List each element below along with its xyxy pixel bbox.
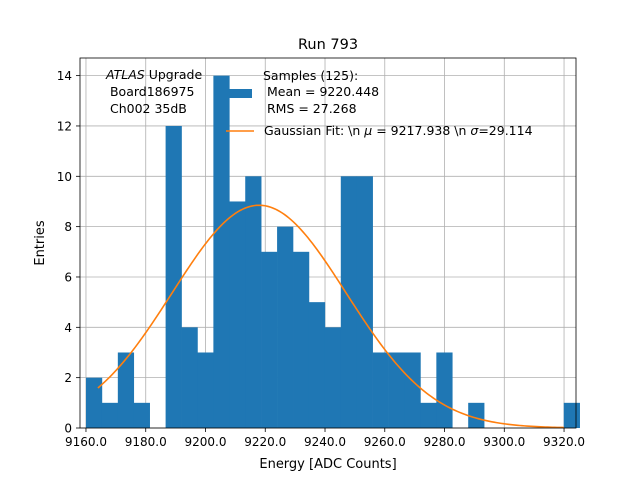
y-tick-label: 12 bbox=[57, 119, 72, 133]
annotation-line-3: Ch002 35dB bbox=[106, 101, 187, 116]
histogram-bar bbox=[117, 352, 135, 428]
histogram-bar bbox=[293, 251, 310, 428]
histogram-bar bbox=[372, 352, 389, 428]
legend-hist-line-2: Mean = 9220.448 bbox=[263, 84, 379, 99]
legend-hist-line-1: Samples (125): bbox=[263, 68, 358, 83]
histogram-bars bbox=[85, 75, 580, 429]
histogram-bar bbox=[436, 352, 453, 428]
y-tick-label: 6 bbox=[64, 270, 72, 284]
x-tick-label: 9220.0 bbox=[244, 435, 286, 449]
x-axis-label: Energy [ADC Counts] bbox=[259, 457, 396, 472]
histogram-bar bbox=[468, 402, 485, 428]
legend-hist-line-3: RMS = 27.268 bbox=[263, 101, 357, 116]
histogram-bar bbox=[404, 352, 421, 428]
histogram-bar bbox=[181, 327, 198, 428]
atlas-annotation: ATLAS Upgrade Board186975 Ch002 35dB bbox=[105, 67, 202, 116]
plot-frame bbox=[79, 57, 577, 429]
histogram-bar bbox=[85, 377, 103, 428]
histogram-bar bbox=[388, 352, 405, 428]
y-axis-ticks: 0 2 4 6 8 10 12 14 bbox=[57, 69, 80, 436]
histogram-bar bbox=[340, 176, 358, 428]
x-tick-label: 9320.0 bbox=[543, 435, 585, 449]
histogram-bar bbox=[245, 176, 262, 428]
histogram-bar bbox=[197, 352, 214, 428]
legend-histogram-swatch bbox=[226, 89, 252, 98]
annotation-line-2: Board186975 bbox=[106, 84, 194, 99]
x-tick-label: 9200.0 bbox=[184, 435, 226, 449]
chart-title: Run 793 bbox=[298, 37, 358, 53]
histogram-bar bbox=[563, 402, 580, 428]
y-tick-label: 2 bbox=[64, 371, 72, 385]
x-axis-ticks: 9160.0 9180.0 9200.0 9220.0 9240.0 9260.0 9280… bbox=[65, 428, 585, 449]
histogram-bar bbox=[356, 176, 373, 428]
x-tick-label: 9260.0 bbox=[364, 435, 406, 449]
x-tick-label: 9300.0 bbox=[483, 435, 525, 449]
y-tick-label: 0 bbox=[64, 422, 72, 436]
histogram-bar bbox=[101, 402, 119, 428]
y-tick-label: 14 bbox=[57, 69, 72, 83]
y-tick-label: 4 bbox=[64, 321, 72, 335]
histogram-bar bbox=[277, 226, 294, 428]
y-tick-label: 10 bbox=[57, 170, 72, 184]
histogram-bar bbox=[133, 402, 150, 428]
x-tick-label: 9160.0 bbox=[65, 435, 107, 449]
histogram-bar bbox=[261, 251, 278, 428]
gaussian-fit-curve bbox=[97, 204, 565, 429]
legend: Samples (125): Mean = 9220.448 RMS = 27.… bbox=[226, 68, 533, 138]
y-axis-label: Entries bbox=[33, 220, 48, 266]
histogram-bar bbox=[324, 327, 342, 428]
x-tick-label: 9180.0 bbox=[125, 435, 167, 449]
histogram-bar bbox=[213, 75, 230, 428]
y-tick-label: 8 bbox=[64, 220, 72, 234]
histogram-bar bbox=[229, 201, 246, 428]
histogram-bar bbox=[308, 302, 326, 428]
legend-fit-label: Gaussian Fit: \n μ = 9217.938 \n σ=29.11… bbox=[264, 123, 533, 138]
x-tick-label: 9240.0 bbox=[304, 435, 346, 449]
annotation-line-1: ATLAS Upgrade bbox=[105, 67, 202, 82]
histogram-bar bbox=[420, 402, 437, 428]
histogram-bar bbox=[165, 125, 182, 429]
x-tick-label: 9280.0 bbox=[424, 435, 466, 449]
